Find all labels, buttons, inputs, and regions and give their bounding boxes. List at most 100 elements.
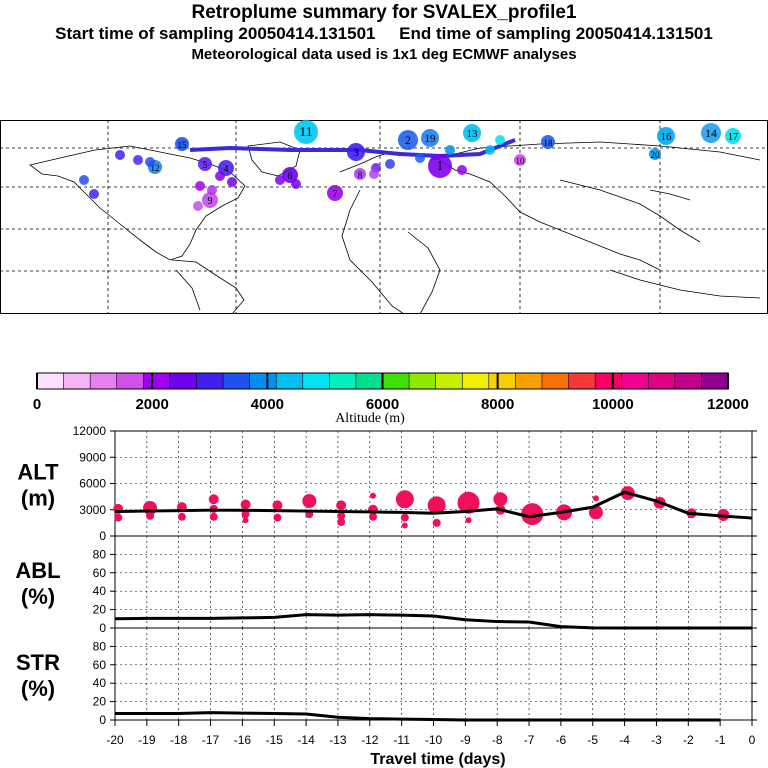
data-point [592,495,599,502]
data-point [465,517,472,524]
data-point [493,492,508,507]
plume-marker [421,129,439,147]
plume-track [189,138,516,159]
plume-marker [347,143,365,161]
plume-label: 15 [178,140,188,150]
plume-label: 12 [151,163,160,173]
plume-marker [227,177,237,187]
plume-label: 9 [208,196,213,207]
plume-marker [215,171,225,181]
data-point [521,503,544,526]
x-tick-label: -10 [425,733,443,747]
plume-marker [445,145,455,155]
x-tick-label: -3 [651,733,662,747]
plume-marker [495,135,505,145]
plume-marker [294,120,318,144]
y-tick-label: 0 [99,529,106,543]
plume-marker [202,192,218,208]
x-tick-label: -16 [234,733,252,747]
plume-marker [291,179,301,189]
plume-label: 20 [651,150,661,160]
altitude-colorbar: 0 2000 4000 6000 8000 10000 12000 Altitude (m) [33,372,749,426]
data-point [457,491,480,514]
x-tick-label: -6 [556,733,567,747]
data-point [240,499,251,510]
plume-marker [415,153,425,163]
colorbar-tick-label: 4000 [251,396,284,413]
plume-label: 1 [437,159,444,174]
y-tick-label: 20 [93,695,107,709]
colorbar-tick-label: 12000 [707,396,749,413]
x-tick-label: -9 [460,733,471,747]
data-point [177,512,186,521]
colorbar-tick-label: 0 [33,396,41,413]
series-line [114,490,753,520]
plume-marker [457,165,467,175]
plume-label: 5 [203,160,208,170]
x-tick-label: -20 [106,733,124,747]
plume-marker [327,185,343,201]
data-point [208,494,219,505]
plume-marker [275,175,285,185]
colorbar-tick-label: 6000 [366,396,399,413]
y-tick-label: 40 [93,584,107,598]
data-point [302,494,317,508]
plume-marker [175,137,189,151]
data-point [336,500,347,511]
plume-marker [725,128,741,144]
plume-marker [485,145,495,155]
data-point [114,513,123,522]
y-tick-label: 20 [93,603,107,617]
x-tick-label: -8 [492,733,503,747]
x-tick-label: -1 [715,733,726,747]
plume-marker [145,157,155,167]
x-tick-label: -2 [683,733,694,747]
y-axis-label: ABL [15,558,60,583]
plume-label: 2 [405,133,411,147]
y-tick-label: 40 [93,676,107,690]
plume-label: 13 [467,128,479,140]
plume-marker [193,201,203,211]
plume-label: 8 [358,170,363,180]
y-tick-label: 0 [99,713,106,727]
y-axis-label: ALT [17,460,59,485]
y-tick-label: 6000 [79,477,106,491]
plume-label: 11 [299,125,312,140]
x-tick-label: -11 [393,733,410,747]
data-point [395,490,414,509]
plume-marker [428,154,452,178]
plume-label: 10 [516,156,526,166]
plume-marker [701,123,721,143]
x-axis: -20 -19 -18 -17 -16 -15 -14 -13 -12 -11 -10 -9 -8 -7-… [106,720,756,768]
data-point [369,492,376,499]
sampling-times: Start time of sampling 20050414.131501 E… [55,24,713,43]
data-point [209,512,218,521]
plume-label: 6 [288,171,293,182]
plume-marker [369,169,379,179]
x-tick-label: -7 [524,733,535,747]
plume-label: 3 [353,147,359,159]
plume-marker [115,150,125,160]
y-axis-label: STR [16,650,60,675]
x-tick-label: -14 [297,733,315,747]
plume-marker [385,159,395,169]
plume-marker [79,175,89,185]
colorbar-tick-label: 8000 [481,396,514,413]
data-point [432,518,441,527]
plume-marker [354,168,366,180]
y-tick-label: 60 [93,658,107,672]
x-axis-label: Travel time (days) [370,751,505,768]
data-point [588,505,603,520]
y-tick-label: 3000 [79,503,106,517]
plume-label: 4 [224,164,229,175]
data-point [337,518,346,526]
x-tick-label: -18 [170,733,188,747]
y-axis-label: (%) [21,676,55,701]
chart-title: Retroplume summary for SVALEX_profile1 [191,2,577,23]
y-tick-label: 9000 [79,450,106,464]
plume-marker [133,155,143,165]
y-tick-label: 80 [93,547,107,561]
panel-str: 0 20 40 60 80 STR(%) [16,627,757,727]
plume-marker [207,185,217,195]
